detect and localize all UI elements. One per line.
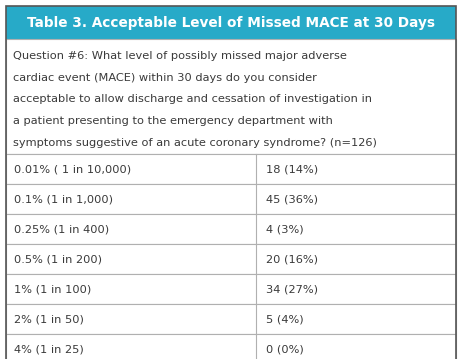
Text: 1% (1 in 100): 1% (1 in 100) <box>14 284 91 294</box>
Bar <box>6 6 456 39</box>
Text: 0.5% (1 in 200): 0.5% (1 in 200) <box>14 254 102 264</box>
Text: 20 (16%): 20 (16%) <box>266 254 318 264</box>
Text: cardiac event (MACE) within 30 days do you consider: cardiac event (MACE) within 30 days do y… <box>13 73 317 83</box>
Text: Table 3. Acceptable Level of Missed MACE at 30 Days: Table 3. Acceptable Level of Missed MACE… <box>27 15 435 29</box>
Text: 2% (1 in 50): 2% (1 in 50) <box>14 314 84 324</box>
Text: 5 (4%): 5 (4%) <box>266 314 304 324</box>
Bar <box>6 214 456 244</box>
Text: 34 (27%): 34 (27%) <box>266 284 318 294</box>
Text: 0 (0%): 0 (0%) <box>266 344 304 354</box>
Text: 45 (36%): 45 (36%) <box>266 194 318 204</box>
Bar <box>6 154 456 184</box>
Text: 0.01% ( 1 in 10,000): 0.01% ( 1 in 10,000) <box>14 164 131 174</box>
Text: 4 (3%): 4 (3%) <box>266 224 304 234</box>
Bar <box>6 39 456 154</box>
Bar <box>6 334 456 359</box>
Text: acceptable to allow discharge and cessation of investigation in: acceptable to allow discharge and cessat… <box>13 94 372 104</box>
Text: 18 (14%): 18 (14%) <box>266 164 318 174</box>
Text: 0.1% (1 in 1,000): 0.1% (1 in 1,000) <box>14 194 113 204</box>
Bar <box>6 274 456 304</box>
Text: Question #6: What level of possibly missed major adverse: Question #6: What level of possibly miss… <box>13 51 347 61</box>
Bar <box>6 244 456 274</box>
Bar <box>6 184 456 214</box>
Text: a patient presenting to the emergency department with: a patient presenting to the emergency de… <box>13 116 333 126</box>
Text: 4% (1 in 25): 4% (1 in 25) <box>14 344 84 354</box>
Text: 0.25% (1 in 400): 0.25% (1 in 400) <box>14 224 109 234</box>
Bar <box>6 304 456 334</box>
Text: symptoms suggestive of an acute coronary syndrome? (n=126): symptoms suggestive of an acute coronary… <box>13 138 377 148</box>
